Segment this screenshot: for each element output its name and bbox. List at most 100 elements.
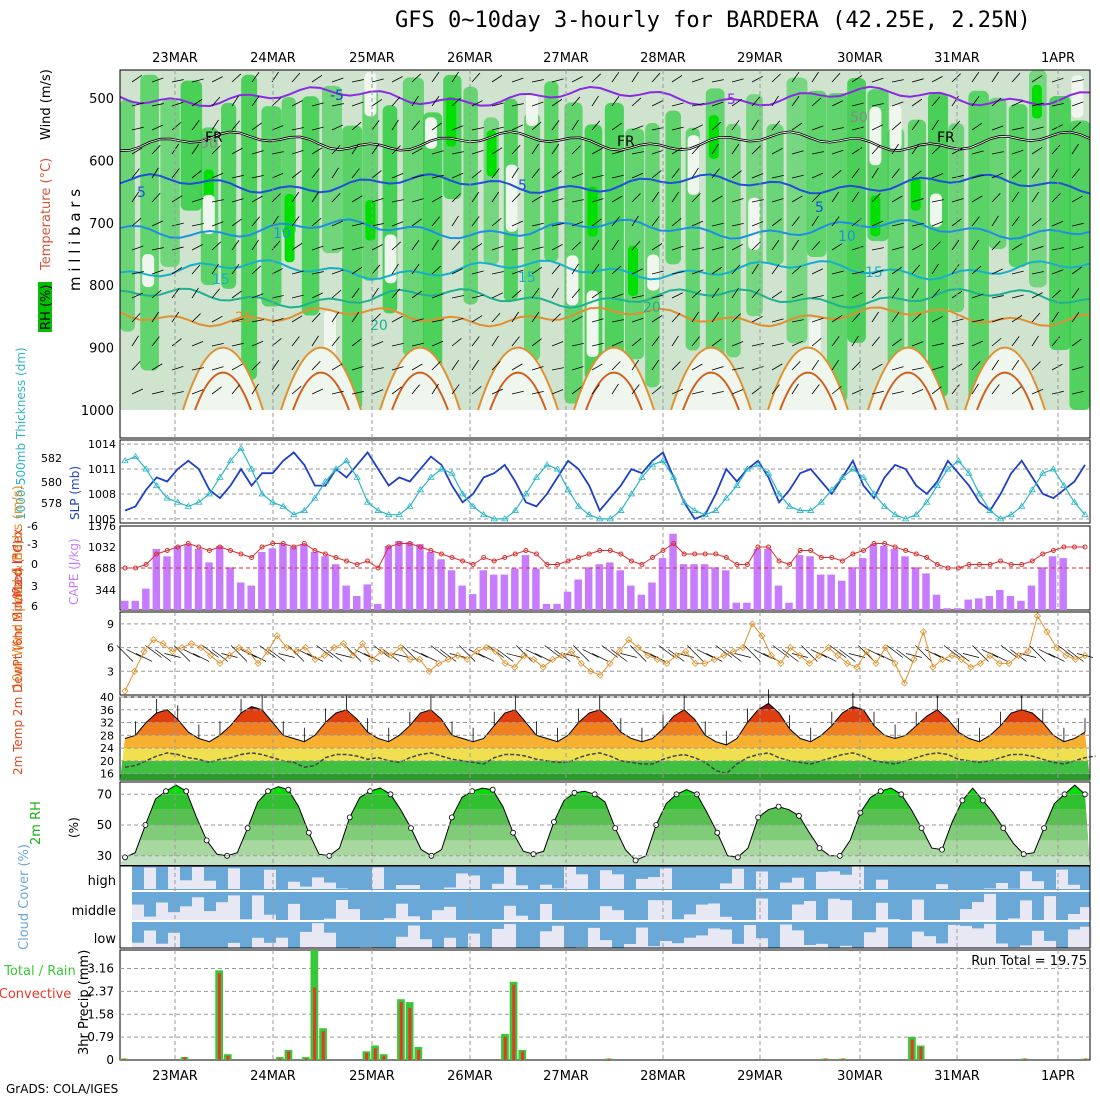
slp-axis-label: SLP (mb) <box>68 466 82 520</box>
wind-barb <box>891 121 902 131</box>
wind-barb <box>371 244 383 251</box>
thickness-marker <box>195 498 203 505</box>
thickness-marker <box>553 465 562 472</box>
wind-barb <box>251 383 259 395</box>
wind-barb <box>931 263 939 275</box>
wind-barb <box>451 151 464 155</box>
wind-barb <box>291 270 304 275</box>
cape-bar <box>722 570 730 610</box>
thickness-marker <box>311 494 319 501</box>
wind-barb <box>811 240 821 251</box>
surface-wind-barb <box>572 645 590 662</box>
surface-heating-contour <box>976 371 1034 411</box>
thickness-marker <box>733 481 741 489</box>
surface-wind-barb <box>363 653 381 662</box>
cloud-clear-fraction <box>660 941 672 948</box>
cloud-clear-fraction <box>960 909 972 920</box>
date-label-bottom: 31MAR <box>934 1069 980 1084</box>
date-label-bottom: 26MAR <box>447 1069 493 1084</box>
rh-moist-area <box>322 85 342 254</box>
wind-barb <box>151 247 164 251</box>
rh-marker <box>367 788 374 795</box>
cape-bar <box>490 574 498 610</box>
cloud-clear-fraction <box>924 936 936 948</box>
thickness-marker <box>131 452 140 459</box>
wind-axis-label: Wind (m/s) <box>39 69 54 140</box>
cloud-clear-fraction <box>252 937 264 948</box>
wind-barb <box>911 222 924 227</box>
date-label-top: 1APR <box>1041 51 1075 66</box>
surface-wind-barb <box>287 645 305 662</box>
cape-bar <box>310 552 319 610</box>
wind-barb <box>271 193 281 203</box>
wind-barb <box>451 359 460 371</box>
precip-convective-label: Convective <box>0 987 71 1002</box>
wind-barb <box>651 359 660 371</box>
thickness-marker <box>659 456 667 464</box>
wind-barb <box>931 75 943 83</box>
rh-marker <box>162 788 169 795</box>
lifted-index-marker <box>533 551 539 557</box>
wind-barb <box>351 195 363 203</box>
rh-saturated-area <box>910 177 921 211</box>
wind-barb <box>711 79 724 83</box>
wind-barb <box>1031 191 1040 203</box>
wind-barb <box>311 292 324 299</box>
cloud-clear-fraction <box>756 898 768 920</box>
wind-barb <box>351 311 360 323</box>
rh-marker <box>796 812 802 819</box>
wind-barb <box>371 198 384 203</box>
wind-barb <box>1051 363 1063 371</box>
thickness-marker <box>986 506 994 513</box>
wind-barb <box>971 216 980 227</box>
cape-bar <box>142 588 150 610</box>
date-label-bottom: 29MAR <box>737 1069 783 1084</box>
isotherm-line <box>119 287 1091 309</box>
wind-barb <box>491 75 503 83</box>
thickness-marker <box>606 515 614 522</box>
surface-wind-barb <box>649 653 666 662</box>
wind-barb <box>651 216 660 227</box>
surface-wind-barb <box>886 645 904 658</box>
wind-barb <box>851 361 861 371</box>
surface-wind-barb <box>924 649 942 658</box>
wind-barb <box>331 192 341 203</box>
wind-barb <box>951 384 960 395</box>
wind-barb <box>591 174 604 179</box>
temp-line <box>124 702 1086 746</box>
surface-wind-barb <box>316 645 333 658</box>
wind-barb <box>331 103 344 107</box>
surface-wind-barb <box>173 645 191 662</box>
pressure-tick-label: 800 <box>89 279 114 294</box>
wind-barb <box>231 198 244 203</box>
lifted-index-marker <box>671 541 677 546</box>
wind-barb <box>711 366 724 371</box>
surface-heating-contour <box>292 371 350 411</box>
rh-moist-area <box>564 102 583 404</box>
wind-barb <box>791 383 799 395</box>
cloud-clear-fraction <box>660 900 672 920</box>
lifted-index-marker <box>692 551 698 557</box>
wind-barb <box>991 215 999 227</box>
wind-barb <box>691 269 704 275</box>
wind-barb <box>571 173 584 179</box>
wind-barb <box>191 78 204 83</box>
wind-barb <box>651 315 663 323</box>
wind-speed-marker <box>872 659 880 667</box>
isotherm-label: FR <box>205 130 223 146</box>
temp-color-band <box>120 735 1090 749</box>
wind-barb <box>971 383 979 395</box>
wind-speed-marker <box>254 659 262 667</box>
cape-bar <box>1048 556 1057 610</box>
wind-barb <box>911 313 922 323</box>
cloud-clear-fraction <box>204 880 216 889</box>
wind-barb <box>631 172 644 179</box>
rh-dry-area <box>526 93 538 126</box>
wind-panel-frame <box>119 611 1091 696</box>
thickness-marker <box>490 515 498 522</box>
thickness-marker <box>458 490 467 497</box>
wind-barb <box>171 288 180 299</box>
date-label-bottom: 28MAR <box>640 1069 686 1084</box>
surface-wind-barb <box>306 653 324 662</box>
cloud-clear-fraction <box>828 898 840 920</box>
